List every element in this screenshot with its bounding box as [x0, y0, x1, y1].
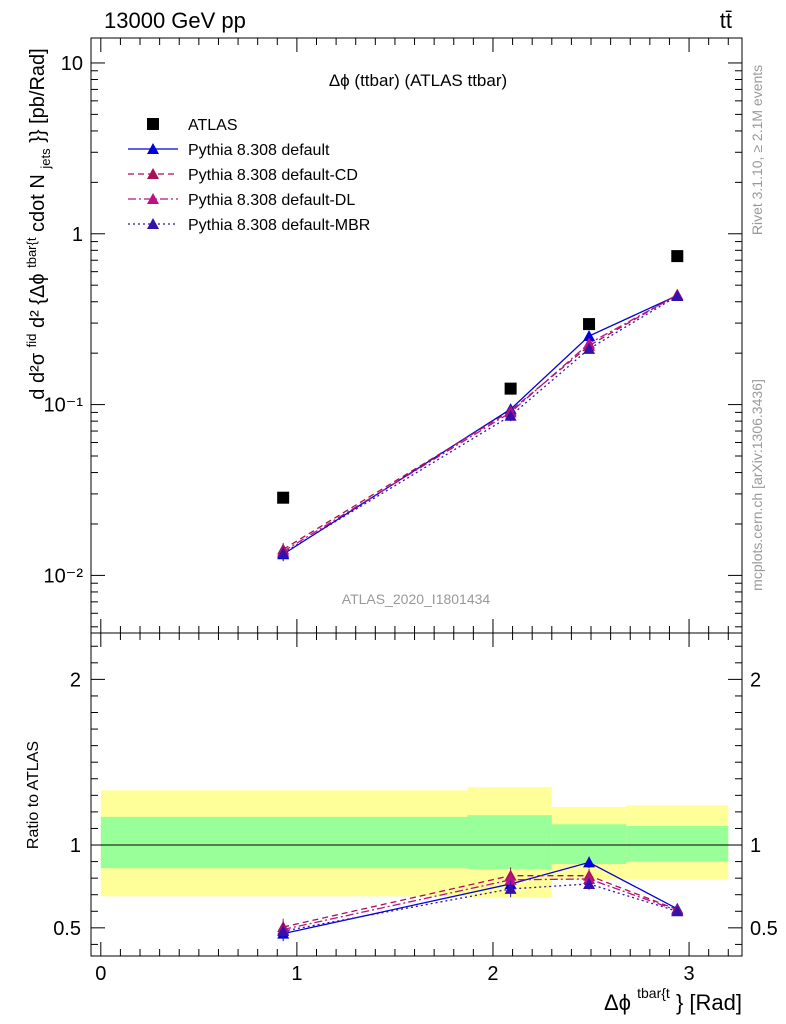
ratio-y-axis-label: Ratio to ATLAS [25, 741, 42, 849]
ylabel-part-unit: }} [pb/Rad] [27, 48, 49, 143]
legend-marker [147, 143, 159, 154]
ratio-tick-labels: 0.5 0.5 1 1 2 2 0 1 2 3 [53, 669, 778, 985]
series-line [282, 294, 678, 553]
svg-text:d d²σ fid d²: d d²σ fid d² {Δϕ tbar{t cdot N jets }} [… [19, 48, 55, 399]
xlabel-part-dphi: Δϕ [604, 990, 631, 1015]
ratio-series-layer [277, 856, 684, 942]
ratio-series-line [283, 883, 678, 932]
analysis-id-label: ATLAS_2020_I1801434 [342, 591, 491, 607]
legend-marker [147, 218, 159, 229]
ylabel-part-cdotn: cdot N [27, 174, 49, 232]
ratio-plot-frame [90, 632, 743, 957]
data-point [583, 330, 596, 342]
data-point [504, 382, 517, 395]
ylabel-part-fid: fid [24, 334, 39, 348]
data-point [277, 547, 290, 559]
legend-label: Pythia 8.308 default-CD [188, 167, 358, 184]
y-tick-label: 10⁻² [44, 565, 84, 587]
series-line [282, 294, 678, 550]
y-tick-label: 1 [70, 835, 81, 857]
ratio-data-point [277, 925, 290, 937]
main-y-tick-labels: 10⁻² 10⁻¹ 1 10 [44, 53, 84, 587]
main-series-layer [277, 250, 684, 562]
ratio-data-point [504, 873, 517, 885]
legend-label: Pythia 8.308 default [188, 142, 330, 159]
ratio-data-point [583, 877, 596, 889]
ratio-data-point [504, 882, 517, 894]
y-tick-label: 0.5 [53, 918, 81, 940]
y-tick-label: 10 [61, 53, 83, 75]
ylabel-part-d2sigma: d²σ [27, 352, 49, 383]
main-panel: Δϕ (ttbar) (ATLAS ttbar) ATLAS_2020_I180… [44, 37, 743, 634]
x-tick-label: 0 [95, 963, 106, 985]
ylabel-part-tbar: tbar{t [24, 237, 39, 268]
data-point [671, 250, 684, 263]
x-tick-label: 2 [487, 963, 498, 985]
ylabel-part-d: d [27, 389, 49, 400]
ratio-series-line [283, 875, 678, 928]
y-tick-label-right: 1 [750, 835, 761, 857]
y-tick-label: 10⁻¹ [44, 395, 84, 417]
series-4 [277, 290, 684, 561]
x-tick-label: 1 [291, 963, 302, 985]
series-line [282, 295, 678, 554]
y-tick-label: 2 [70, 669, 81, 691]
ratio-data-point [583, 856, 596, 868]
inner-uncertainty-band [100, 816, 468, 869]
series-0 [277, 250, 684, 504]
ratio-uncertainty-bands [91, 787, 742, 899]
legend-label: ATLAS [188, 117, 238, 134]
legend: ATLAS Pythia 8.308 default Pythia 8.308 de… [128, 117, 370, 234]
x-tick-label: 3 [683, 963, 694, 985]
ratio-tick-marks [91, 633, 742, 956]
y-tick-label-right: 2 [750, 669, 761, 691]
legend-label: Pythia 8.308 default-DL [188, 192, 355, 209]
main-y-axis-label: d d²σ fid d² {Δϕ tbar{t cdot N jets }} [… [19, 48, 55, 399]
ylabel-part-jets: jets [38, 148, 53, 170]
legend-marker [147, 118, 159, 130]
xlabel-part-tbar: tbar{t [637, 985, 670, 1001]
ratio-series-line [283, 861, 678, 935]
xlabel-part-unit: } [Rad] [676, 990, 742, 1015]
legend-marker [147, 168, 159, 179]
ratio-data-point [671, 905, 684, 917]
ratio-series-3 [277, 877, 684, 940]
legend-marker [147, 193, 159, 204]
data-point [671, 290, 684, 302]
energy-label: 13000 GeV pp [104, 8, 246, 33]
main-plot-title: Δϕ (ttbar) (ATLAS ttbar) [329, 71, 507, 90]
y-tick-label-right: 0.5 [750, 918, 778, 940]
ratio-series-line [283, 878, 678, 931]
inner-uncertainty-band [467, 815, 552, 870]
main-tick-marks [91, 38, 742, 633]
rivet-version-label: Rivet 3.1.10, ≥ 2.1M events [749, 65, 765, 235]
data-point [504, 409, 517, 421]
x-axis-label: Δϕ tbar{t } [Rad] [604, 978, 742, 1015]
data-point [583, 342, 596, 354]
y-tick-label: 1 [72, 224, 83, 246]
series-1 [277, 289, 684, 562]
ratio-panel: 0.5 0.5 1 1 2 2 0 1 2 3 [53, 632, 778, 985]
mcplots-label: mcplots.cern.ch [arXiv:1306.3436] [749, 379, 765, 591]
data-point [583, 318, 596, 331]
process-label: tt̄ [720, 8, 732, 33]
ylabel-part-d2dphi: d² {Δϕ [27, 273, 49, 328]
legend-label: Pythia 8.308 default-MBR [188, 217, 370, 234]
inner-uncertainty-band [626, 825, 729, 862]
data-point [277, 491, 290, 504]
series-2 [277, 288, 684, 557]
series-3 [277, 289, 684, 559]
